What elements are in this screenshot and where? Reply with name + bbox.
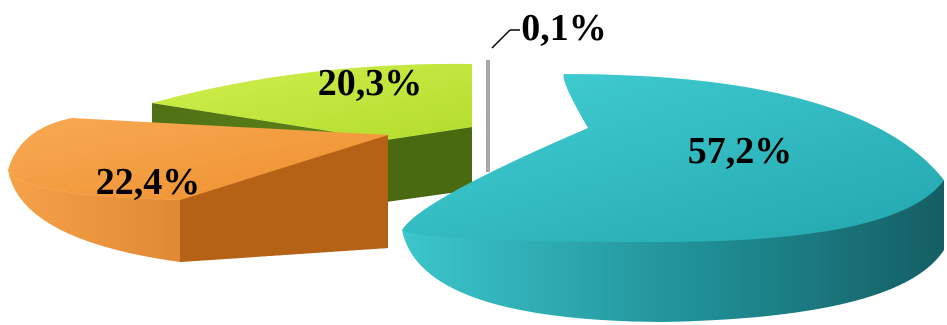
slice-grey xyxy=(486,29,520,172)
data-label-orange: 22,4% xyxy=(96,161,201,203)
slice-grey-leader-line xyxy=(491,29,511,49)
slice-teal-top xyxy=(402,74,944,242)
slice-green-front xyxy=(386,127,472,202)
slice-green-top xyxy=(152,63,472,140)
slice-orange-top xyxy=(8,118,388,200)
slice-teal xyxy=(402,74,944,322)
slice-orange xyxy=(8,118,388,262)
data-label-grey: 0,1% xyxy=(521,7,607,49)
slice-grey-side xyxy=(486,60,490,172)
data-label-green: 20,3% xyxy=(318,62,423,104)
data-label-teal: 57,2% xyxy=(688,130,793,172)
slice-orange-right-face xyxy=(180,135,388,262)
slice-teal-side xyxy=(402,180,944,322)
